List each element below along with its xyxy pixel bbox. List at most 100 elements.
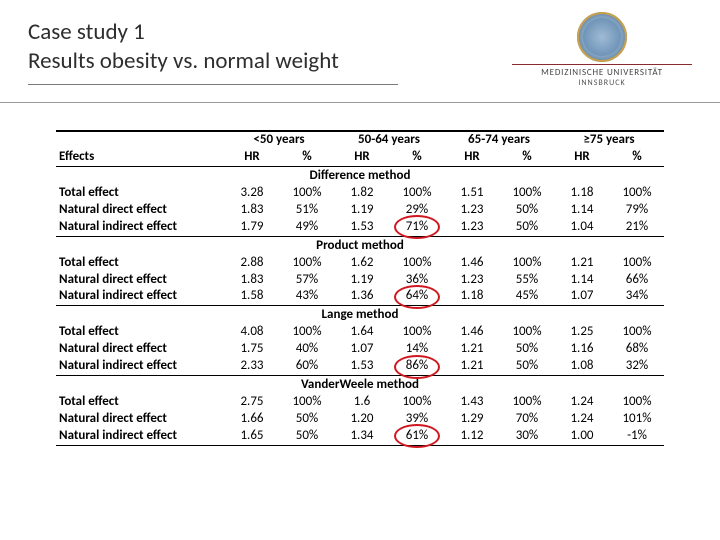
university-logo: MEDIZINISCHE UNIVERSITÄT INNSBRUCK: [512, 12, 692, 88]
data-cell: 1.24: [554, 411, 610, 428]
data-cell: 71%: [390, 219, 444, 236]
data-cell: 1.23: [444, 272, 500, 289]
table-row: Natural direct effect1.8351%1.1929%1.235…: [56, 202, 664, 219]
data-cell: 1.46: [444, 255, 500, 272]
data-cell: 50%: [280, 411, 334, 428]
sub-header: %: [500, 149, 554, 166]
data-cell: 1.75: [224, 341, 280, 358]
data-cell: 1.07: [334, 341, 390, 358]
table-head: <50 years50-64 years65-74 years≥75 years…: [56, 131, 664, 166]
data-cell: 49%: [280, 219, 334, 236]
data-cell: 2.75: [224, 394, 280, 411]
sub-header: %: [390, 149, 444, 166]
data-cell: 3.28: [224, 185, 280, 202]
table-row: Natural indirect effect1.6550%1.3461%1.1…: [56, 428, 664, 445]
data-cell: 1.34: [334, 428, 390, 445]
highlighted-value: 64%: [406, 289, 428, 304]
table-row: Total effect3.28100%1.82100%1.51100%1.18…: [56, 185, 664, 202]
data-cell: 1.53: [334, 219, 390, 236]
data-cell: 51%: [280, 202, 334, 219]
table-row: Natural direct effect1.8357%1.1936%1.235…: [56, 272, 664, 289]
sub-header: %: [610, 149, 664, 166]
data-cell: 70%: [500, 411, 554, 428]
data-cell: 100%: [390, 185, 444, 202]
data-cell: 40%: [280, 341, 334, 358]
data-cell: 1.82: [334, 185, 390, 202]
data-cell: 1.19: [334, 272, 390, 289]
data-cell: 64%: [390, 288, 444, 305]
data-cell: 100%: [390, 394, 444, 411]
data-cell: 1.07: [554, 288, 610, 305]
table-row: Total effect2.75100%1.6100%1.43100%1.241…: [56, 394, 664, 411]
data-cell: 1.12: [444, 428, 500, 445]
data-cell: 100%: [500, 324, 554, 341]
data-cell: 50%: [500, 358, 554, 375]
data-cell: 101%: [610, 411, 664, 428]
logo-rule: [512, 64, 692, 65]
data-cell: 86%: [390, 358, 444, 375]
data-cell: 1.29: [444, 411, 500, 428]
data-cell: 1.65: [224, 428, 280, 445]
data-cell: 100%: [610, 324, 664, 341]
data-cell: 50%: [500, 202, 554, 219]
data-cell: 100%: [500, 185, 554, 202]
data-cell: 1.79: [224, 219, 280, 236]
header-divider: [0, 102, 720, 103]
data-cell: 21%: [610, 219, 664, 236]
row-label: Total effect: [56, 394, 224, 411]
data-cell: 50%: [280, 428, 334, 445]
data-cell: 39%: [390, 411, 444, 428]
data-cell: 100%: [280, 324, 334, 341]
method-header: Lange method: [56, 306, 664, 324]
data-cell: 68%: [610, 341, 664, 358]
highlighted-value: 71%: [406, 220, 428, 235]
data-cell: 100%: [500, 255, 554, 272]
table-corner: [56, 131, 224, 149]
data-cell: 50%: [500, 341, 554, 358]
data-cell: 60%: [280, 358, 334, 375]
data-cell: 61%: [390, 428, 444, 445]
data-cell: 100%: [390, 255, 444, 272]
row-label: Natural direct effect: [56, 341, 224, 358]
data-cell: 100%: [610, 255, 664, 272]
slide-header: Case study 1 Results obesity vs. normal …: [0, 0, 720, 93]
table-row: Total effect2.88100%1.62100%1.46100%1.21…: [56, 255, 664, 272]
data-cell: 1.23: [444, 219, 500, 236]
method-header: Product method: [56, 236, 664, 254]
university-seal-icon: [577, 12, 627, 62]
data-cell: 1.21: [444, 341, 500, 358]
data-cell: 1.18: [554, 185, 610, 202]
university-name: MEDIZINISCHE UNIVERSITÄT: [512, 67, 692, 78]
data-cell: 1.00: [554, 428, 610, 445]
table-row: Total effect4.08100%1.64100%1.46100%1.25…: [56, 324, 664, 341]
data-cell: 1.58: [224, 288, 280, 305]
data-cell: 45%: [500, 288, 554, 305]
data-cell: 1.19: [334, 202, 390, 219]
university-city: INNSBRUCK: [512, 78, 692, 88]
table-row: Natural indirect effect2.3360%1.5386%1.2…: [56, 358, 664, 375]
data-cell: -1%: [610, 428, 664, 445]
row-label: Natural indirect effect: [56, 288, 224, 305]
data-cell: 1.62: [334, 255, 390, 272]
data-cell: 34%: [610, 288, 664, 305]
data-cell: 1.14: [554, 272, 610, 289]
data-cell: 1.66: [224, 411, 280, 428]
sub-header: %: [280, 149, 334, 166]
data-cell: 1.36: [334, 288, 390, 305]
data-cell: 1.04: [554, 219, 610, 236]
data-cell: 1.21: [444, 358, 500, 375]
data-cell: 1.6: [334, 394, 390, 411]
age-group-header: <50 years: [224, 131, 334, 149]
data-cell: 30%: [500, 428, 554, 445]
table-row: Natural indirect effect1.5843%1.3664%1.1…: [56, 288, 664, 305]
row-label: Natural direct effect: [56, 272, 224, 289]
table-row: Natural indirect effect1.7949%1.5371%1.2…: [56, 219, 664, 236]
row-label: Natural direct effect: [56, 411, 224, 428]
data-cell: 1.23: [444, 202, 500, 219]
data-cell: 1.08: [554, 358, 610, 375]
row-label: Total effect: [56, 324, 224, 341]
age-group-header: 50-64 years: [334, 131, 444, 149]
data-cell: 1.64: [334, 324, 390, 341]
method-header: Difference method: [56, 166, 664, 184]
data-cell: 32%: [610, 358, 664, 375]
